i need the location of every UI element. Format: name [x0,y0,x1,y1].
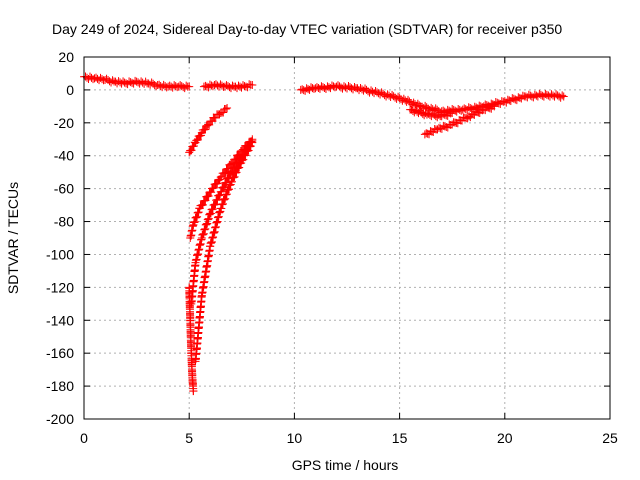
plot-frame [83,56,611,420]
data-point [558,91,567,100]
data-point [206,209,215,218]
data-point [207,188,216,197]
data-point [190,217,199,226]
data-point [217,172,226,181]
data-point [490,102,499,111]
x-tick-label: 5 [185,430,193,446]
data-point [193,212,202,221]
data-point [488,101,497,110]
y-tick-label: -140 [46,312,74,328]
data-point [208,117,217,126]
data-point [237,156,246,165]
data-point [203,121,212,130]
data-point [194,208,203,217]
x-tick-label: 20 [497,430,513,446]
data-point [201,196,210,205]
data-point [244,146,253,155]
x-axis-label: GPS time / hours [292,457,399,473]
data-point [222,190,231,199]
y-tick-label: -120 [46,279,74,295]
x-tick-label: 0 [80,430,88,446]
data-point [218,199,227,208]
data-point [217,204,226,213]
y-axis-label: SDTVAR / TECUs [5,182,21,294]
data-point [239,155,248,164]
data-point [248,80,257,89]
x-tick-label: 15 [392,430,408,446]
data-point [225,185,234,194]
y-tick-label: 20 [58,49,74,65]
data-point [221,194,230,203]
data-point [235,163,244,172]
data-point [223,104,232,113]
grid-lines [84,57,610,419]
y-tick-label: -20 [54,115,74,131]
data-point [201,125,210,134]
data-point [209,183,218,192]
data-point [448,108,457,117]
y-tick-label: -160 [46,345,74,361]
data-point [241,151,250,160]
data-point [227,177,236,186]
data-point [187,146,196,155]
data-point [246,142,255,151]
data-point [208,204,217,213]
data-point [189,387,198,396]
data-point [221,104,230,113]
y-tick-label: -60 [54,181,74,197]
x-tick-label: 25 [602,430,618,446]
y-tick-label: -180 [46,378,74,394]
y-tick-label: -80 [54,214,74,230]
data-point [232,168,241,177]
data-point [213,179,222,188]
x-tick-label: 10 [287,430,303,446]
data-point [248,138,257,147]
y-tick-label: -100 [46,246,74,262]
data-point [559,92,568,101]
data-point [198,200,207,209]
y-tick-label: -40 [54,148,74,164]
data-point [193,135,202,144]
data-point [185,82,194,91]
y-tick-label: -200 [46,411,74,427]
data-point [230,172,239,181]
y-tick-label: 0 [66,82,74,98]
data-point [217,187,226,196]
data-points [80,72,568,396]
chart-title: Day 249 of 2024, Sidereal Day-to-day VTE… [52,21,562,37]
data-point [189,142,198,151]
x-axis-ticks: 0 5 10 15 20 25 [80,57,618,446]
